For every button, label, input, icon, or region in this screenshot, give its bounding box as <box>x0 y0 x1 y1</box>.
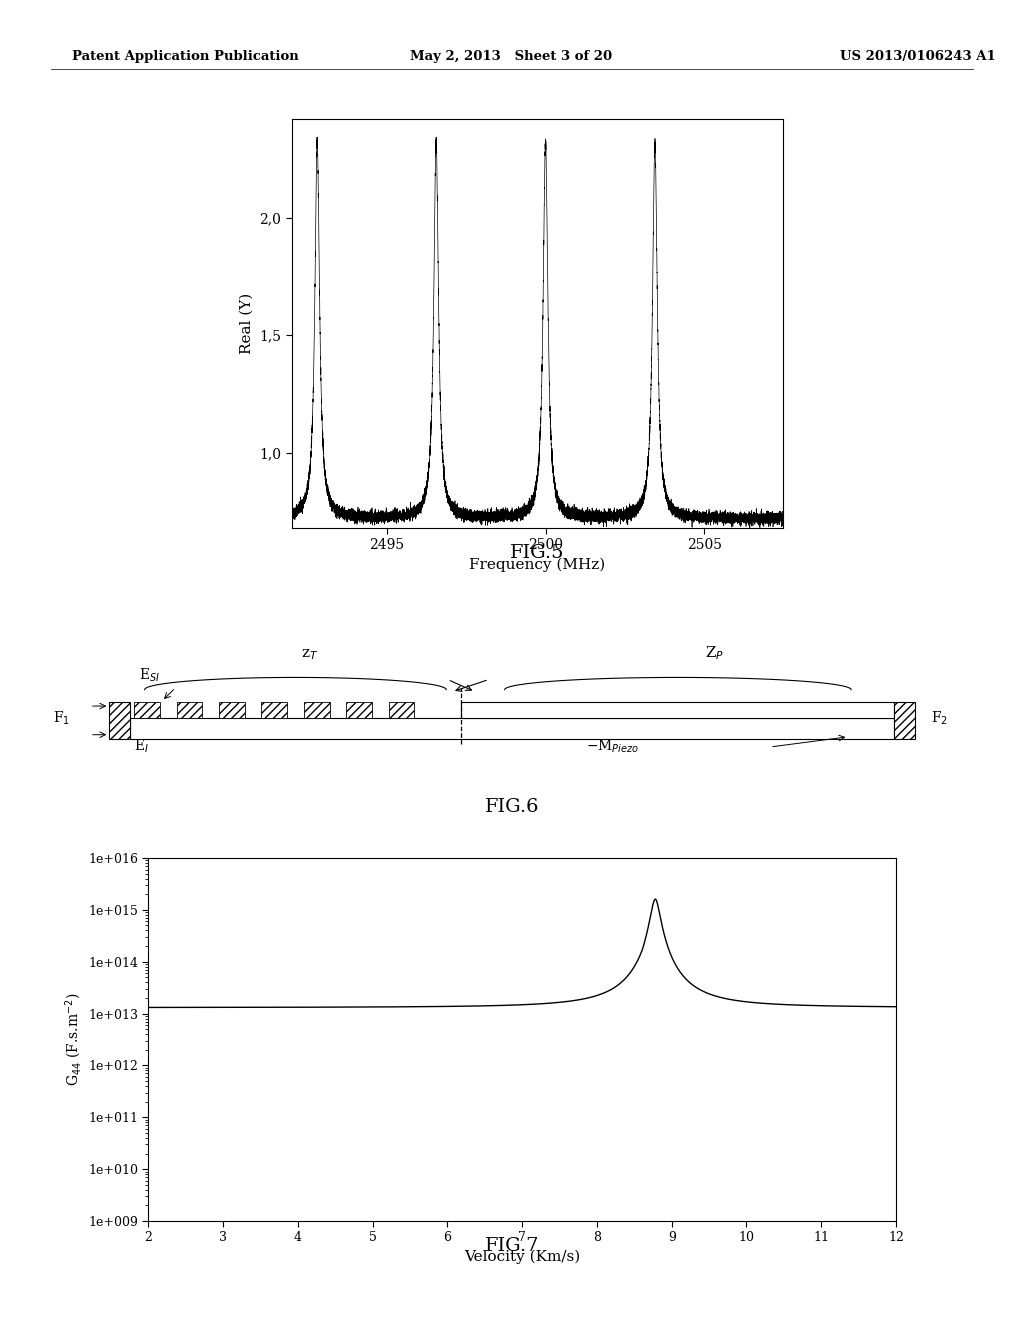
Bar <box>134 702 160 718</box>
Bar <box>304 702 330 718</box>
X-axis label: Velocity (Km/s): Velocity (Km/s) <box>464 1250 581 1265</box>
Y-axis label: G$_{44}$ (F.s.m$^{-2}$): G$_{44}$ (F.s.m$^{-2}$) <box>63 993 84 1086</box>
Bar <box>176 702 203 718</box>
Text: US 2013/0106243 A1: US 2013/0106243 A1 <box>840 50 995 63</box>
Bar <box>462 702 895 718</box>
Text: F$_2$: F$_2$ <box>932 710 948 727</box>
Bar <box>261 702 287 718</box>
Text: FIG.7: FIG.7 <box>484 1237 540 1255</box>
Bar <box>895 702 914 739</box>
Bar <box>110 702 130 739</box>
Text: F$_1$: F$_1$ <box>53 710 70 727</box>
Bar <box>219 702 245 718</box>
X-axis label: Frequency (MHz): Frequency (MHz) <box>469 558 606 573</box>
Text: FIG.5: FIG.5 <box>510 544 565 562</box>
Text: E$_{SI}$: E$_{SI}$ <box>139 667 160 684</box>
Bar <box>388 702 415 718</box>
Bar <box>129 718 895 739</box>
Y-axis label: Real (Y): Real (Y) <box>240 293 254 354</box>
Text: E$_I$: E$_I$ <box>134 738 150 755</box>
Text: FIG.6: FIG.6 <box>484 797 540 816</box>
Text: $-$M$_{Piezo}$: $-$M$_{Piezo}$ <box>586 738 639 755</box>
Text: May 2, 2013   Sheet 3 of 20: May 2, 2013 Sheet 3 of 20 <box>410 50 611 63</box>
Text: z$_T$: z$_T$ <box>301 647 317 661</box>
Bar <box>346 702 372 718</box>
Text: Z$_P$: Z$_P$ <box>706 644 724 661</box>
Text: Patent Application Publication: Patent Application Publication <box>72 50 298 63</box>
